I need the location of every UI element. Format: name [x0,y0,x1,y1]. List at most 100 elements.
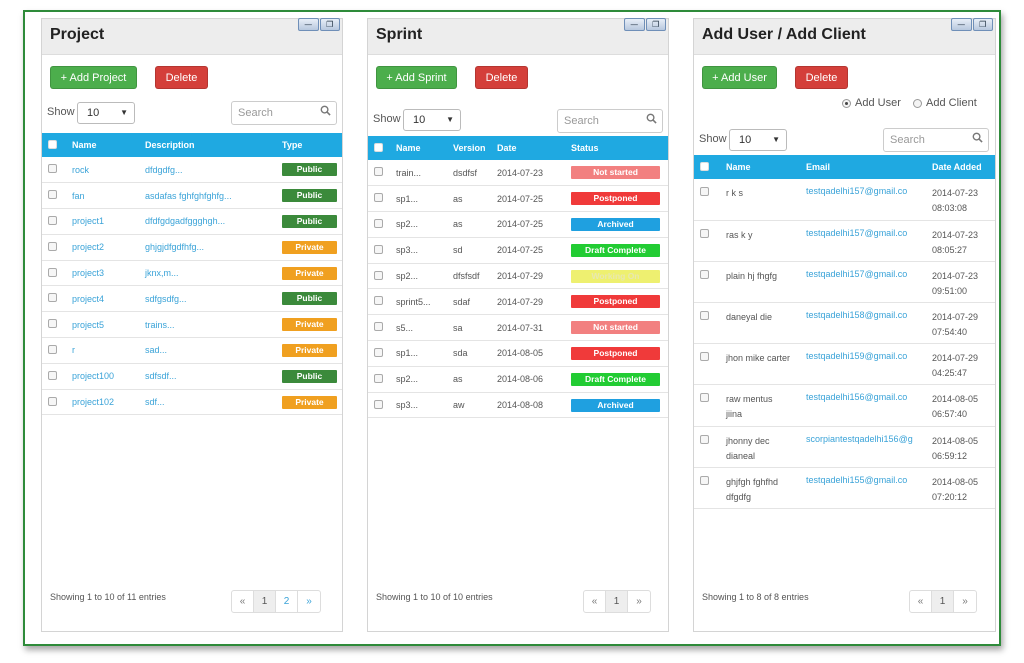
row-checkbox[interactable] [700,311,709,321]
column-header[interactable]: Name [72,133,145,157]
column-header[interactable]: Date [497,136,571,160]
column-header[interactable]: Name [726,155,806,179]
project-name-link[interactable]: r [72,337,145,364]
table-row[interactable]: sp2... dfsfsdf 2014-07-29 Working On [368,263,668,290]
page-button[interactable]: 2 [276,591,298,612]
row-checkbox[interactable] [48,267,57,277]
add-project-button[interactable]: + Add Project [50,66,137,89]
user-email[interactable]: testqadelhi157@gmail.co [806,179,932,221]
project-description[interactable]: ghjgjdfgdfhfg... [145,234,282,261]
user-name[interactable]: raw mentus [726,394,773,405]
row-checkbox[interactable] [374,399,383,409]
radio-add-user[interactable]: Add User [842,97,901,109]
row-checkbox[interactable] [48,215,57,225]
column-header[interactable]: Email [806,155,932,179]
delete-button[interactable]: Delete [795,66,848,89]
user-name[interactable]: plain hj fhgfg [726,270,778,281]
table-row[interactable]: sp1... as 2014-07-25 Postponed [368,185,668,213]
table-row[interactable]: sp1... sda 2014-08-05 Postponed [368,340,668,367]
row-checkbox[interactable] [374,218,383,228]
add-sprint-button[interactable]: + Add Sprint [376,66,457,89]
project-description[interactable]: dfdfgdgadfggghgh... [145,208,282,235]
restore-icon[interactable]: ❐ [972,18,993,31]
project-name-link[interactable]: project100 [72,363,145,390]
table-row[interactable]: project102 sdf... Private [42,389,342,416]
sprint-name[interactable]: sprint5... [396,288,453,316]
sprint-name[interactable]: sp2... [396,263,453,290]
sprint-name[interactable]: s5... [396,314,453,342]
user-name[interactable]: ras k y [726,229,753,240]
table-row[interactable]: project100 sdfsdf... Public [42,363,342,390]
prev-page-button[interactable]: « [232,591,254,612]
sprint-name[interactable]: sp3... [396,392,453,419]
table-row[interactable]: train... dsdfsf 2014-07-23 Not started [368,160,668,187]
row-checkbox[interactable] [374,322,383,332]
table-row[interactable]: sp2... as 2014-07-25 Archived [368,211,668,238]
project-name-link[interactable]: project3 [72,260,145,287]
next-page-button[interactable]: » [306,596,312,607]
table-row[interactable]: project3 jknx,m... Private [42,260,342,287]
sprint-name[interactable]: sp1... [396,340,453,367]
add-user-button[interactable]: + Add User [702,66,777,89]
user-email[interactable]: testqadelhi157@gmail.co [806,261,932,304]
column-header[interactable]: Name [396,136,453,160]
row-checkbox[interactable] [48,396,57,406]
minimize-icon[interactable]: — [624,18,645,31]
user-name[interactable]: jhonny dec [726,435,770,446]
user-email[interactable]: scorpiantestqadelhi156@g [806,426,932,468]
user-email[interactable]: testqadelhi158@gmail.co [806,302,932,345]
project-description[interactable]: sdf... [145,389,282,416]
row-checkbox[interactable] [700,187,709,196]
table-row[interactable]: ras k y testqadelhi157@gmail.co 2014-07-23… [694,220,995,262]
user-name[interactable]: ghjfgh fghfhd [726,476,779,487]
project-description[interactable]: sdfgsdfg... [145,285,282,313]
table-row[interactable]: r k s testqadelhi157@gmail.co 2014-07-23 08… [694,179,995,221]
table-row[interactable]: jhonny dec dianeal scorpiantestqadelhi156@… [694,426,995,468]
project-name-link[interactable]: project1 [72,208,145,235]
sprint-name[interactable]: sp2... [396,366,453,393]
next-page-button[interactable]: » [636,596,642,607]
prev-page-button[interactable]: « [910,591,932,612]
row-checkbox[interactable] [700,393,709,403]
user-name[interactable]: daneyal die [726,312,773,323]
row-checkbox[interactable] [374,167,383,177]
sprint-name[interactable]: sp1... [396,185,453,213]
radio-add-client[interactable]: Add Client [913,97,977,109]
page-size-select[interactable]: 10 ▼ [77,102,135,124]
row-checkbox[interactable] [374,244,383,254]
page-button[interactable]: 1 [606,591,628,612]
project-name-link[interactable]: project5 [72,311,145,339]
sprint-name[interactable]: train... [396,160,453,187]
project-name-link[interactable]: project4 [72,285,145,313]
project-description[interactable]: sad... [145,337,282,364]
row-checkbox[interactable] [700,228,709,238]
row-checkbox[interactable] [48,344,57,354]
row-checkbox[interactable] [48,370,57,380]
table-row[interactable]: sp3... sd 2014-07-25 Draft Complete [368,237,668,264]
search-input[interactable]: Search [557,109,663,133]
sprint-name[interactable]: sp2... [396,211,453,238]
next-page-button[interactable]: » [962,596,968,607]
page-button[interactable]: 1 [254,591,276,612]
select-all-checkbox[interactable] [374,142,383,152]
project-name-link[interactable]: fan [72,182,145,210]
column-header[interactable]: Description [145,133,282,157]
table-row[interactable]: daneyal die testqadelhi158@gmail.co 2014-0… [694,302,995,345]
column-header[interactable]: Status [571,136,668,160]
row-checkbox[interactable] [374,373,383,383]
project-description[interactable]: jknx,m... [145,260,282,287]
user-email[interactable]: testqadelhi155@gmail.co [806,467,932,510]
table-row[interactable]: ghjfgh fghfhd dfgdfg testqadelhi155@gmail.… [694,467,995,510]
column-header[interactable]: Date Added [932,155,995,179]
table-row[interactable]: r sad... Private [42,337,342,364]
page-size-select[interactable]: 10 ▼ [403,109,461,131]
row-checkbox[interactable] [48,164,57,174]
table-row[interactable]: project1 dfdfgdgadfggghgh... Public [42,208,342,235]
restore-icon[interactable]: ❐ [319,18,340,31]
row-checkbox[interactable] [700,434,709,444]
column-header[interactable]: Type [282,133,342,157]
page-size-select[interactable]: 10 ▼ [729,129,787,151]
table-row[interactable]: rock dfdgdfg... Public [42,157,342,184]
project-name-link[interactable]: project2 [72,234,145,261]
prev-page-button[interactable]: « [584,591,606,612]
